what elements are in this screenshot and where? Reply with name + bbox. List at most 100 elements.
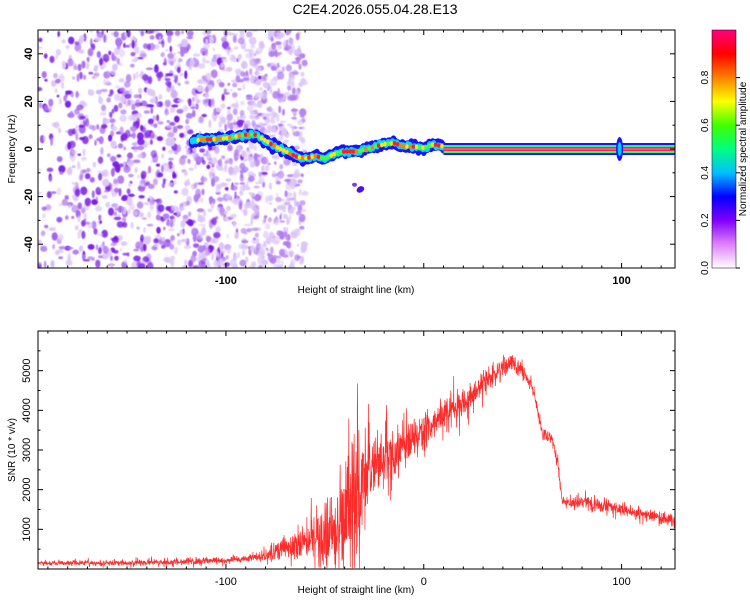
noise-speckle-368 <box>111 182 119 187</box>
noise-speckle-1344 <box>61 198 68 206</box>
noise-speckle-1583 <box>148 30 155 34</box>
ridge-core-56 <box>373 144 378 149</box>
noise-speckle-1033 <box>264 223 271 230</box>
noise-speckle-1356 <box>285 198 292 204</box>
noise-speckle-1409 <box>245 97 253 101</box>
noise-speckle-1493 <box>248 175 255 182</box>
noise-speckle-1184 <box>57 30 60 38</box>
noise-speckle-704 <box>243 202 251 209</box>
noise-speckle-1306 <box>274 32 283 35</box>
noise-speckle-326 <box>232 263 238 268</box>
noise-speckle-806 <box>109 89 114 96</box>
noise-speckle-848 <box>198 223 206 227</box>
noise-speckle-1392 <box>286 174 293 178</box>
noise-speckle-395 <box>165 48 169 52</box>
noise-speckle-430 <box>184 80 190 85</box>
noise-speckle-1159 <box>286 233 291 242</box>
noise-speckle-756 <box>208 120 212 128</box>
noise-speckle-313 <box>299 225 305 230</box>
ridge-core-49 <box>351 149 356 154</box>
noise-speckle-1481 <box>268 231 275 239</box>
noise-speckle-1160 <box>127 99 131 107</box>
noise-speckle-412 <box>117 213 121 218</box>
noise-speckle-1538 <box>157 204 165 212</box>
noise-speckle-1521 <box>212 47 215 52</box>
noise-speckle-1545 <box>186 178 190 185</box>
ridge-core-3 <box>205 137 210 142</box>
noise-speckle-1227 <box>278 123 283 127</box>
noise-speckle-1139 <box>238 200 243 207</box>
noise-speckle-1469 <box>223 216 229 222</box>
noise-speckle-1420 <box>276 180 281 185</box>
noise-speckle-1307 <box>282 209 287 213</box>
noise-speckle-904 <box>241 62 247 69</box>
ridge-core-1 <box>199 137 204 143</box>
noise-speckle-1595 <box>251 120 256 127</box>
noise-speckle-143 <box>243 223 252 227</box>
noise-speckle-1480 <box>246 147 250 151</box>
noise-speckle-1554 <box>43 135 46 142</box>
noise-speckle-1500 <box>58 97 62 105</box>
noise-speckle-1261 <box>65 246 74 250</box>
noise-speckle-1421 <box>41 206 47 211</box>
noise-speckle-349 <box>55 48 62 56</box>
noise-speckle-1114 <box>130 63 135 68</box>
noise-speckle-1199 <box>279 220 285 223</box>
noise-speckle-1049 <box>215 192 221 195</box>
noise-speckle-1348 <box>150 150 158 158</box>
colorbar: 0.0 0.2 0.4 0.6 0.8 Normalized spectral ampl… <box>700 29 749 275</box>
noise-speckle-1479 <box>221 36 227 43</box>
noise-speckle-1586 <box>278 248 285 257</box>
noise-speckle-1331 <box>249 114 255 120</box>
noise-speckle-1063 <box>110 125 118 132</box>
noise-speckle-72 <box>50 80 57 87</box>
noise-speckle-1178 <box>249 110 256 115</box>
noise-speckle-340 <box>245 256 249 263</box>
noise-speckle-1247 <box>271 154 280 160</box>
noise-speckle-1413 <box>226 205 231 212</box>
noise-speckle-116 <box>286 192 293 198</box>
noise-speckle-1101 <box>202 79 207 85</box>
noise-speckle-1548 <box>191 109 196 118</box>
noise-speckle-1016 <box>295 32 300 41</box>
noise-speckle-298 <box>133 73 136 81</box>
noise-speckle-1034 <box>157 121 164 125</box>
ridge-core-22 <box>266 139 270 145</box>
noise-speckle-457 <box>180 155 188 159</box>
noise-speckle-1517 <box>241 240 249 244</box>
noise-speckle-1243 <box>266 119 271 123</box>
snr-xtick-label-0: -100 <box>215 576 237 588</box>
noise-speckle-1365 <box>301 80 308 86</box>
noise-speckle-490 <box>138 212 144 218</box>
noise-speckle-1589 <box>50 137 54 146</box>
noise-speckle-895 <box>270 115 276 125</box>
noise-speckle-716 <box>70 154 76 162</box>
noise-speckle-1255 <box>179 132 185 138</box>
noise-speckle-1503 <box>146 90 152 95</box>
ridge-core-10 <box>228 135 232 140</box>
noise-speckle-1289 <box>125 74 132 83</box>
noise-speckle-1294 <box>153 199 161 203</box>
marker-inner <box>617 142 622 156</box>
noise-speckle-1296 <box>177 82 181 86</box>
noise-speckle-1053 <box>116 221 124 228</box>
noise-speckle-187 <box>123 146 127 151</box>
spectrogram-y-axis-label: Frequency (Hz) <box>7 115 18 184</box>
noise-speckle-812 <box>116 154 122 158</box>
noise-speckle-1466 <box>124 259 127 264</box>
noise-speckle-1193 <box>113 104 119 113</box>
noise-speckle-698 <box>260 156 269 165</box>
secondary-blob <box>356 186 365 193</box>
noise-speckle-1113 <box>98 214 102 221</box>
noise-speckle-934 <box>290 232 298 236</box>
noise-speckle-841 <box>136 132 144 141</box>
noise-speckle-5 <box>232 108 238 116</box>
tone-line-peak <box>443 148 675 150</box>
ridge-core-42 <box>329 153 334 158</box>
noise-speckle-1327 <box>124 93 132 99</box>
noise-speckle-902 <box>80 186 88 196</box>
noise-speckle-574 <box>141 174 145 180</box>
noise-speckle-428 <box>194 94 199 101</box>
ridge-core-23 <box>269 141 273 147</box>
ridge-core-63 <box>395 142 400 147</box>
